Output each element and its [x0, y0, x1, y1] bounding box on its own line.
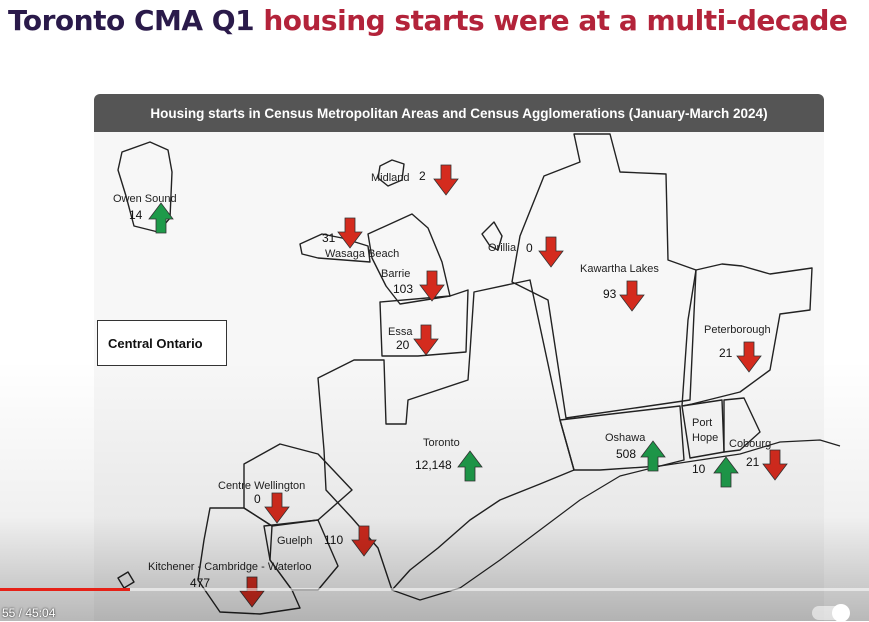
arrow-up-icon-oshawa [640, 440, 666, 472]
value-guelph: 110 [324, 533, 343, 547]
value-labels: 14 2 31 103 0 93 20 21 12,148 508 10 21 … [129, 169, 760, 590]
label-cobourg: Cobourg [729, 438, 771, 450]
label-centre-wellington: Centre Wellington [218, 480, 305, 492]
arrow-down-icon-midland [433, 164, 459, 196]
value-oshawa: 508 [616, 447, 636, 461]
map-panel [94, 132, 824, 621]
label-port-hope-2: Hope [692, 432, 718, 444]
arrow-down-icon-guelph [351, 525, 377, 557]
value-essa: 20 [396, 338, 410, 352]
arrow-down-icon-wasaga-beach [337, 217, 363, 249]
value-port-hope: 10 [692, 462, 706, 476]
value-cobourg: 21 [746, 455, 760, 469]
arrow-down-icon-essa [413, 324, 439, 356]
label-midland: Midland [371, 172, 410, 184]
label-port-hope-1: Port [692, 417, 712, 429]
value-peterborough: 21 [719, 346, 733, 360]
label-orillia: Orillia [488, 242, 517, 254]
region-label-box: Central Ontario [97, 320, 227, 366]
label-guelph: Guelph [277, 535, 312, 547]
autoplay-toggle-knob [832, 604, 850, 622]
video-timecode: 55 / 45:04 [2, 606, 56, 620]
autoplay-toggle[interactable] [812, 604, 850, 622]
label-wasaga-beach: Wasaga Beach [325, 248, 399, 260]
video-progress-bar[interactable] [0, 588, 869, 591]
arrow-down-icon-cobourg [762, 449, 788, 481]
arrow-down-icon-centre-wellington [264, 492, 290, 524]
value-orillia: 0 [526, 241, 533, 255]
video-progress-fill [0, 588, 131, 591]
label-owen-sound: Owen Sound [113, 193, 177, 205]
label-toronto: Toronto [423, 437, 460, 449]
place-labels: Owen Sound Midland Wasaga Beach Barrie O… [113, 172, 771, 573]
arrow-down-icon-kawartha-lakes [619, 280, 645, 312]
trend-arrows [148, 164, 788, 608]
value-toronto: 12,148 [415, 458, 452, 472]
headline-part-2: housing starts were at a multi-decade [263, 4, 848, 37]
value-centre-wellington: 0 [254, 492, 261, 506]
value-kawartha-lakes: 93 [603, 287, 617, 301]
value-wasaga-beach: 31 [322, 231, 336, 245]
label-peterborough: Peterborough [704, 324, 771, 336]
slide-headline: Toronto CMA Q1 housing starts were at a … [8, 4, 868, 37]
label-barrie: Barrie [381, 268, 410, 280]
value-barrie: 103 [393, 282, 413, 296]
value-kcw: 477 [190, 576, 210, 590]
label-kcw: Kitchener - Cambridge - Waterloo [148, 561, 311, 573]
headline-part-1: Toronto CMA Q1 [8, 4, 264, 37]
arrow-up-icon-owen-sound [148, 202, 174, 234]
arrow-up-icon-toronto [457, 450, 483, 482]
map-title-banner: Housing starts in Census Metropolitan Ar… [94, 94, 824, 132]
arrow-down-icon-kcw [239, 576, 265, 608]
label-kawartha-lakes: Kawartha Lakes [580, 263, 659, 275]
arrow-down-icon-peterborough [736, 341, 762, 373]
arrow-down-icon-orillia [538, 236, 564, 268]
region-label: Central Ontario [108, 335, 203, 351]
value-owen-sound: 14 [129, 208, 143, 222]
label-oshawa: Oshawa [605, 432, 646, 444]
arrow-down-icon-barrie [419, 270, 445, 302]
label-essa: Essa [388, 326, 413, 338]
value-midland: 2 [419, 169, 426, 183]
region-boundaries [117, 133, 841, 615]
arrow-up-icon-port-hope [713, 456, 739, 488]
